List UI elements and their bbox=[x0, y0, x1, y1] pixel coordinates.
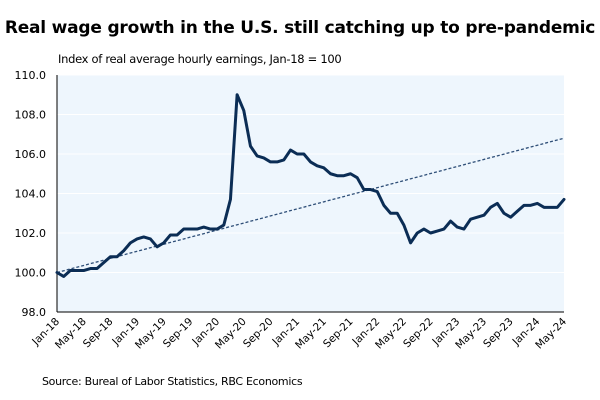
y-tick-label: 106.0 bbox=[15, 148, 47, 161]
y-tick-label: 100.0 bbox=[15, 267, 47, 280]
y-axis-ticks: 98.0 100.0 102.0 104.0 106.0 108.0 110.0 bbox=[15, 69, 47, 319]
trend-line bbox=[56, 137, 565, 274]
series-line-real-wages bbox=[55, 93, 566, 278]
x-axis-ticks: Jan-18May-18Sep-18Jan-19May-19Sep-19Jan-… bbox=[29, 315, 569, 351]
y-tick-label: 98.0 bbox=[22, 306, 47, 319]
x-tick-label: Sep-21 bbox=[321, 316, 356, 351]
chart-subtitle: Index of real average hourly earnings, J… bbox=[58, 52, 342, 66]
source-note: Source: Bureal of Labor Statistics, RBC … bbox=[42, 375, 303, 388]
x-tick-label: Sep-22 bbox=[401, 316, 436, 351]
x-tick-label: Sep-19 bbox=[161, 316, 196, 351]
gridlines bbox=[57, 74, 564, 273]
x-tick-label: Sep-20 bbox=[241, 316, 276, 351]
y-tick-label: 108.0 bbox=[15, 109, 47, 122]
x-tick-label: Sep-18 bbox=[81, 316, 116, 351]
y-tick-label: 102.0 bbox=[15, 227, 47, 240]
x-tick-label: Sep-23 bbox=[481, 316, 516, 351]
y-tick-label: 110.0 bbox=[15, 69, 47, 82]
chart-title: Real wage growth in the U.S. still catch… bbox=[4, 18, 596, 38]
y-tick-label: 104.0 bbox=[15, 188, 47, 201]
